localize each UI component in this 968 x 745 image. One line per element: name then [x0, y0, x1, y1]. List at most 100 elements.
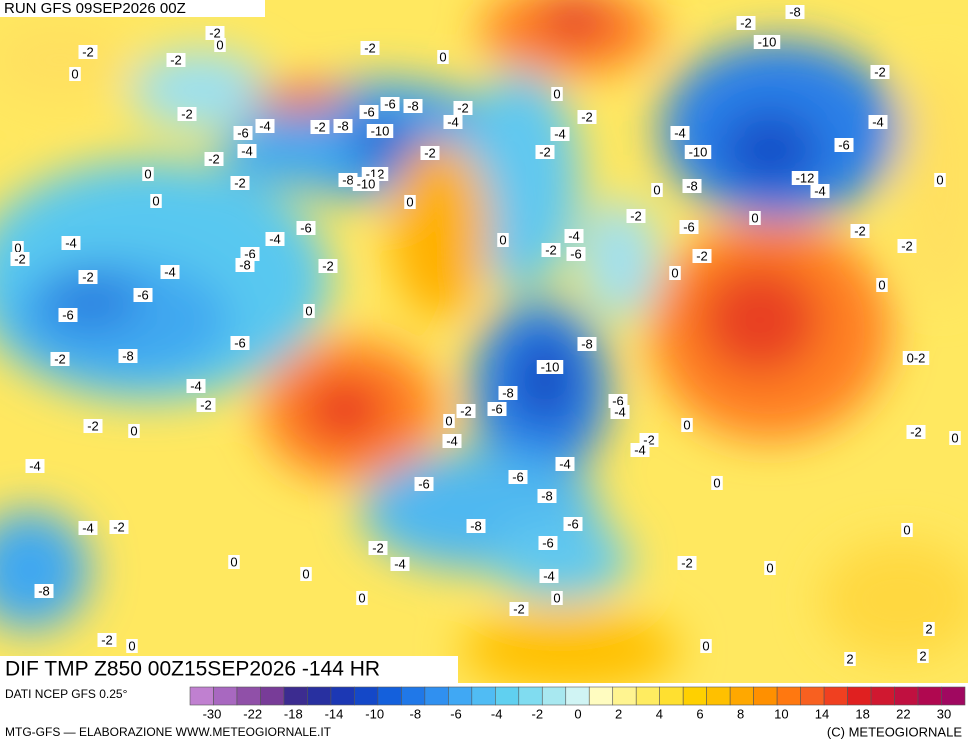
field-blob [515, 335, 575, 425]
label-box [296, 221, 316, 235]
colorbar-label: -4 [491, 706, 503, 721]
field-blob [580, 200, 660, 320]
label-box [508, 470, 528, 484]
label-box [764, 561, 776, 575]
colorbar-swatch [377, 686, 402, 706]
colorbar-swatch [682, 686, 707, 706]
contour-label: -2 [54, 351, 66, 366]
label-box [684, 145, 712, 159]
label-box [681, 418, 693, 432]
contour-label: 0 [305, 303, 312, 318]
contour-label: -6 [567, 516, 579, 531]
contour-label: -2 [513, 601, 525, 616]
contour-label: -4 [446, 433, 458, 448]
footer-title-box [0, 656, 458, 683]
label-box [906, 425, 926, 439]
contour-label: -2 [539, 144, 551, 159]
contour-label: -8 [789, 4, 801, 19]
contour-label: 0 [128, 638, 135, 653]
contour-label: -4 [674, 125, 686, 140]
contour-label: 0 [766, 560, 773, 575]
label-box [669, 266, 681, 280]
contour-label: -2 [545, 242, 557, 257]
contour-label: -8 [407, 98, 419, 113]
label-box [577, 110, 597, 124]
contour-label: -2 [200, 397, 212, 412]
label-box [749, 211, 761, 225]
contour-label: -4 [82, 520, 94, 535]
colorbar-swatch [541, 686, 567, 706]
label-box [61, 236, 81, 250]
label-box [214, 38, 226, 52]
label-box [50, 352, 70, 366]
label-box [923, 622, 935, 636]
label-box [25, 459, 45, 473]
label-box [876, 278, 888, 292]
label-box [487, 402, 507, 416]
label-box [204, 152, 224, 166]
label-box [34, 584, 54, 598]
label-box [566, 247, 586, 261]
label-box [509, 602, 529, 616]
colorbar-label: -6 [450, 706, 462, 721]
contour-label: 0 [671, 265, 678, 280]
contour-label: -2 [234, 175, 246, 190]
colorbar-swatch [330, 686, 355, 706]
contour-label: -2 [113, 519, 125, 534]
label-box [310, 120, 330, 134]
contour-label: -8 [38, 583, 50, 598]
label-box [785, 5, 805, 19]
colorbar-label: -2 [532, 706, 544, 721]
label-box [791, 171, 819, 185]
label-box [230, 176, 250, 190]
contour-label: -2 [209, 25, 221, 40]
colorbar-swatch [401, 686, 426, 706]
field-blob [0, 510, 90, 630]
contour-label: -2 [372, 540, 384, 555]
contour-label: 0 [951, 430, 958, 445]
colorbar-label: -30 [203, 706, 222, 721]
label-box [318, 259, 338, 273]
colorbar-label: 4 [656, 706, 663, 721]
contour-label: -4 [269, 231, 281, 246]
label-box [177, 107, 197, 121]
colorbar-swatch [612, 686, 637, 706]
label-box [626, 209, 646, 223]
label-box [78, 270, 98, 284]
label-box [834, 138, 854, 152]
colorbar-swatch [894, 686, 919, 706]
colorbar-swatch [635, 686, 660, 706]
label-box [359, 105, 379, 119]
label-box [414, 477, 434, 491]
colorbar-label: 8 [737, 706, 744, 721]
contour-label: 2 [919, 648, 926, 663]
field-blob [0, 20, 130, 100]
field-blob [460, 70, 580, 290]
label-box [753, 35, 781, 49]
contour-label: 0 [302, 566, 309, 581]
field-blob [900, 60, 968, 300]
contour-label: -2 [460, 403, 472, 418]
contour-label: -2 [82, 269, 94, 284]
contour-label: -8 [686, 178, 698, 193]
label-box [736, 16, 756, 30]
colorbar-swatch [917, 686, 942, 706]
label-box [160, 265, 180, 279]
label-box [608, 394, 628, 408]
label-box [228, 555, 240, 569]
colorbar-swatch [471, 686, 496, 706]
label-box [536, 360, 564, 374]
colorbar-swatch [800, 686, 825, 706]
contour-label: -6 [237, 125, 249, 140]
contour-label: -4 [614, 404, 626, 419]
field-blob [720, 110, 820, 190]
contour-label: 0 [445, 413, 452, 428]
label-box [230, 336, 250, 350]
contour-label: -2 [457, 100, 469, 115]
contour-label: 0 [683, 417, 690, 432]
label-box [551, 87, 563, 101]
contour-label: -2 [643, 432, 655, 447]
label-box [420, 146, 440, 160]
contour-label: -2 [424, 145, 436, 160]
